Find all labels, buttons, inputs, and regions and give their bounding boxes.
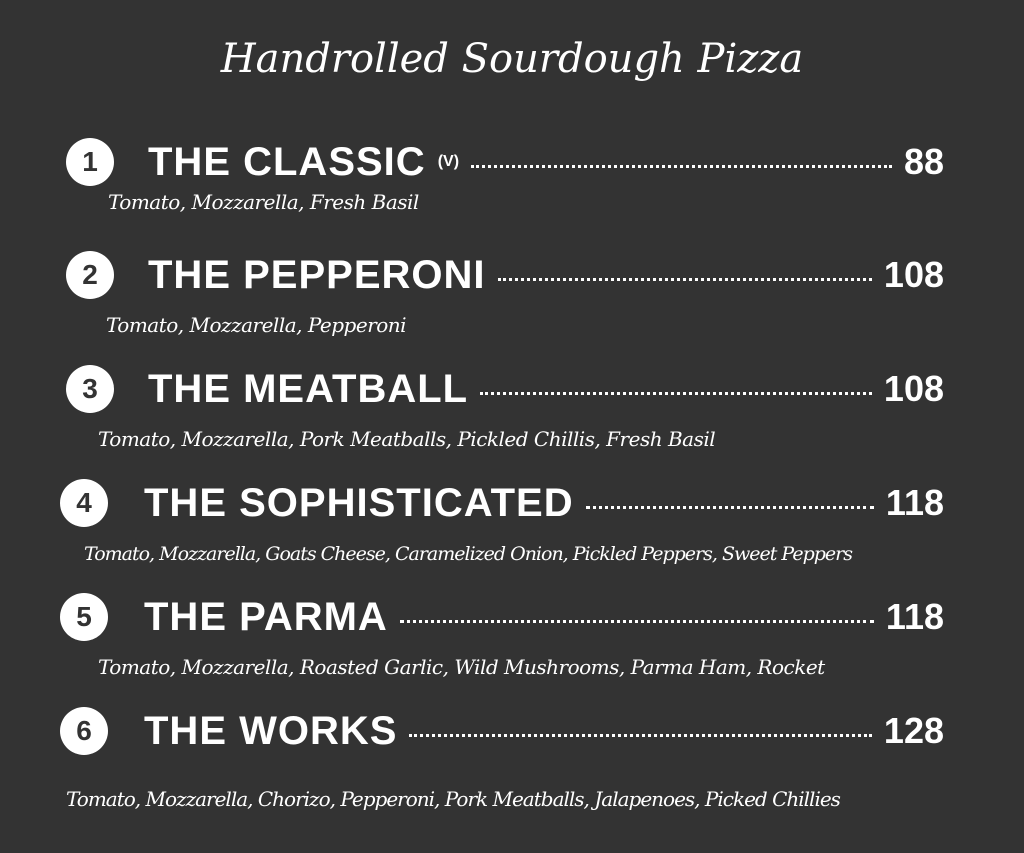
item-price: 88 [903, 141, 944, 182]
item-name: THE WORKS [144, 708, 398, 753]
item-price: 108 [883, 254, 944, 295]
dotted-leader [585, 505, 874, 509]
item-number-badge: 2 [66, 251, 114, 299]
menu-item: 4 THE SOPHISTICATED 118 Tomato, Mozzarell… [0, 479, 1024, 579]
item-number-badge: 4 [60, 479, 108, 527]
item-description: Tomato, Mozzarella, Roasted Garlic, Wild… [98, 655, 825, 679]
item-price: 118 [885, 596, 944, 637]
dotted-leader [399, 619, 874, 623]
item-name: THE PEPPERONI [148, 252, 486, 297]
vegetarian-tag: (V) [437, 153, 460, 170]
menu-item: 1 THE CLASSIC (V) 88 Tomato, Mozzarella, F… [0, 138, 1024, 238]
menu-item: 6 THE WORKS 128 Tomato, Mozzarella, Chori… [0, 707, 1024, 811]
item-number-badge: 3 [66, 365, 114, 413]
dotted-leader [409, 733, 872, 737]
item-description: Tomato, Mozzarella, Fresh Basil [108, 190, 419, 214]
menu-item: 2 THE PEPPERONI 108 Tomato, Mozzarella, P… [0, 251, 1024, 351]
item-number-badge: 5 [60, 593, 108, 641]
dotted-leader [471, 164, 892, 168]
item-name: THE PARMA [144, 594, 388, 639]
item-description: Tomato, Mozzarella, Chorizo, Pepperoni, … [66, 787, 841, 811]
item-price: 118 [885, 482, 944, 523]
menu-title: Handrolled Sourdough Pizza [220, 36, 804, 82]
item-name: THE MEATBALL [148, 366, 469, 411]
dotted-leader [497, 277, 872, 281]
item-name: THE CLASSIC [148, 139, 426, 184]
item-price: 128 [883, 710, 944, 751]
item-description: Tomato, Mozzarella, Pepperoni [106, 313, 407, 337]
item-price: 108 [883, 368, 944, 409]
item-description: Tomato, Mozzarella, Pork Meatballs, Pick… [98, 427, 716, 451]
item-number-badge: 1 [66, 138, 114, 186]
item-number-badge: 6 [60, 707, 108, 755]
dotted-leader [480, 391, 872, 395]
item-description: Tomato, Mozzarella, Goats Cheese, Carame… [84, 543, 853, 565]
menu-item: 3 THE MEATBALL 108 Tomato, Mozzarella, Po… [0, 365, 1024, 465]
menu-item: 5 THE PARMA 118 Tomato, Mozzarella, Roast… [0, 593, 1024, 693]
item-name: THE SOPHISTICATED [144, 480, 574, 525]
